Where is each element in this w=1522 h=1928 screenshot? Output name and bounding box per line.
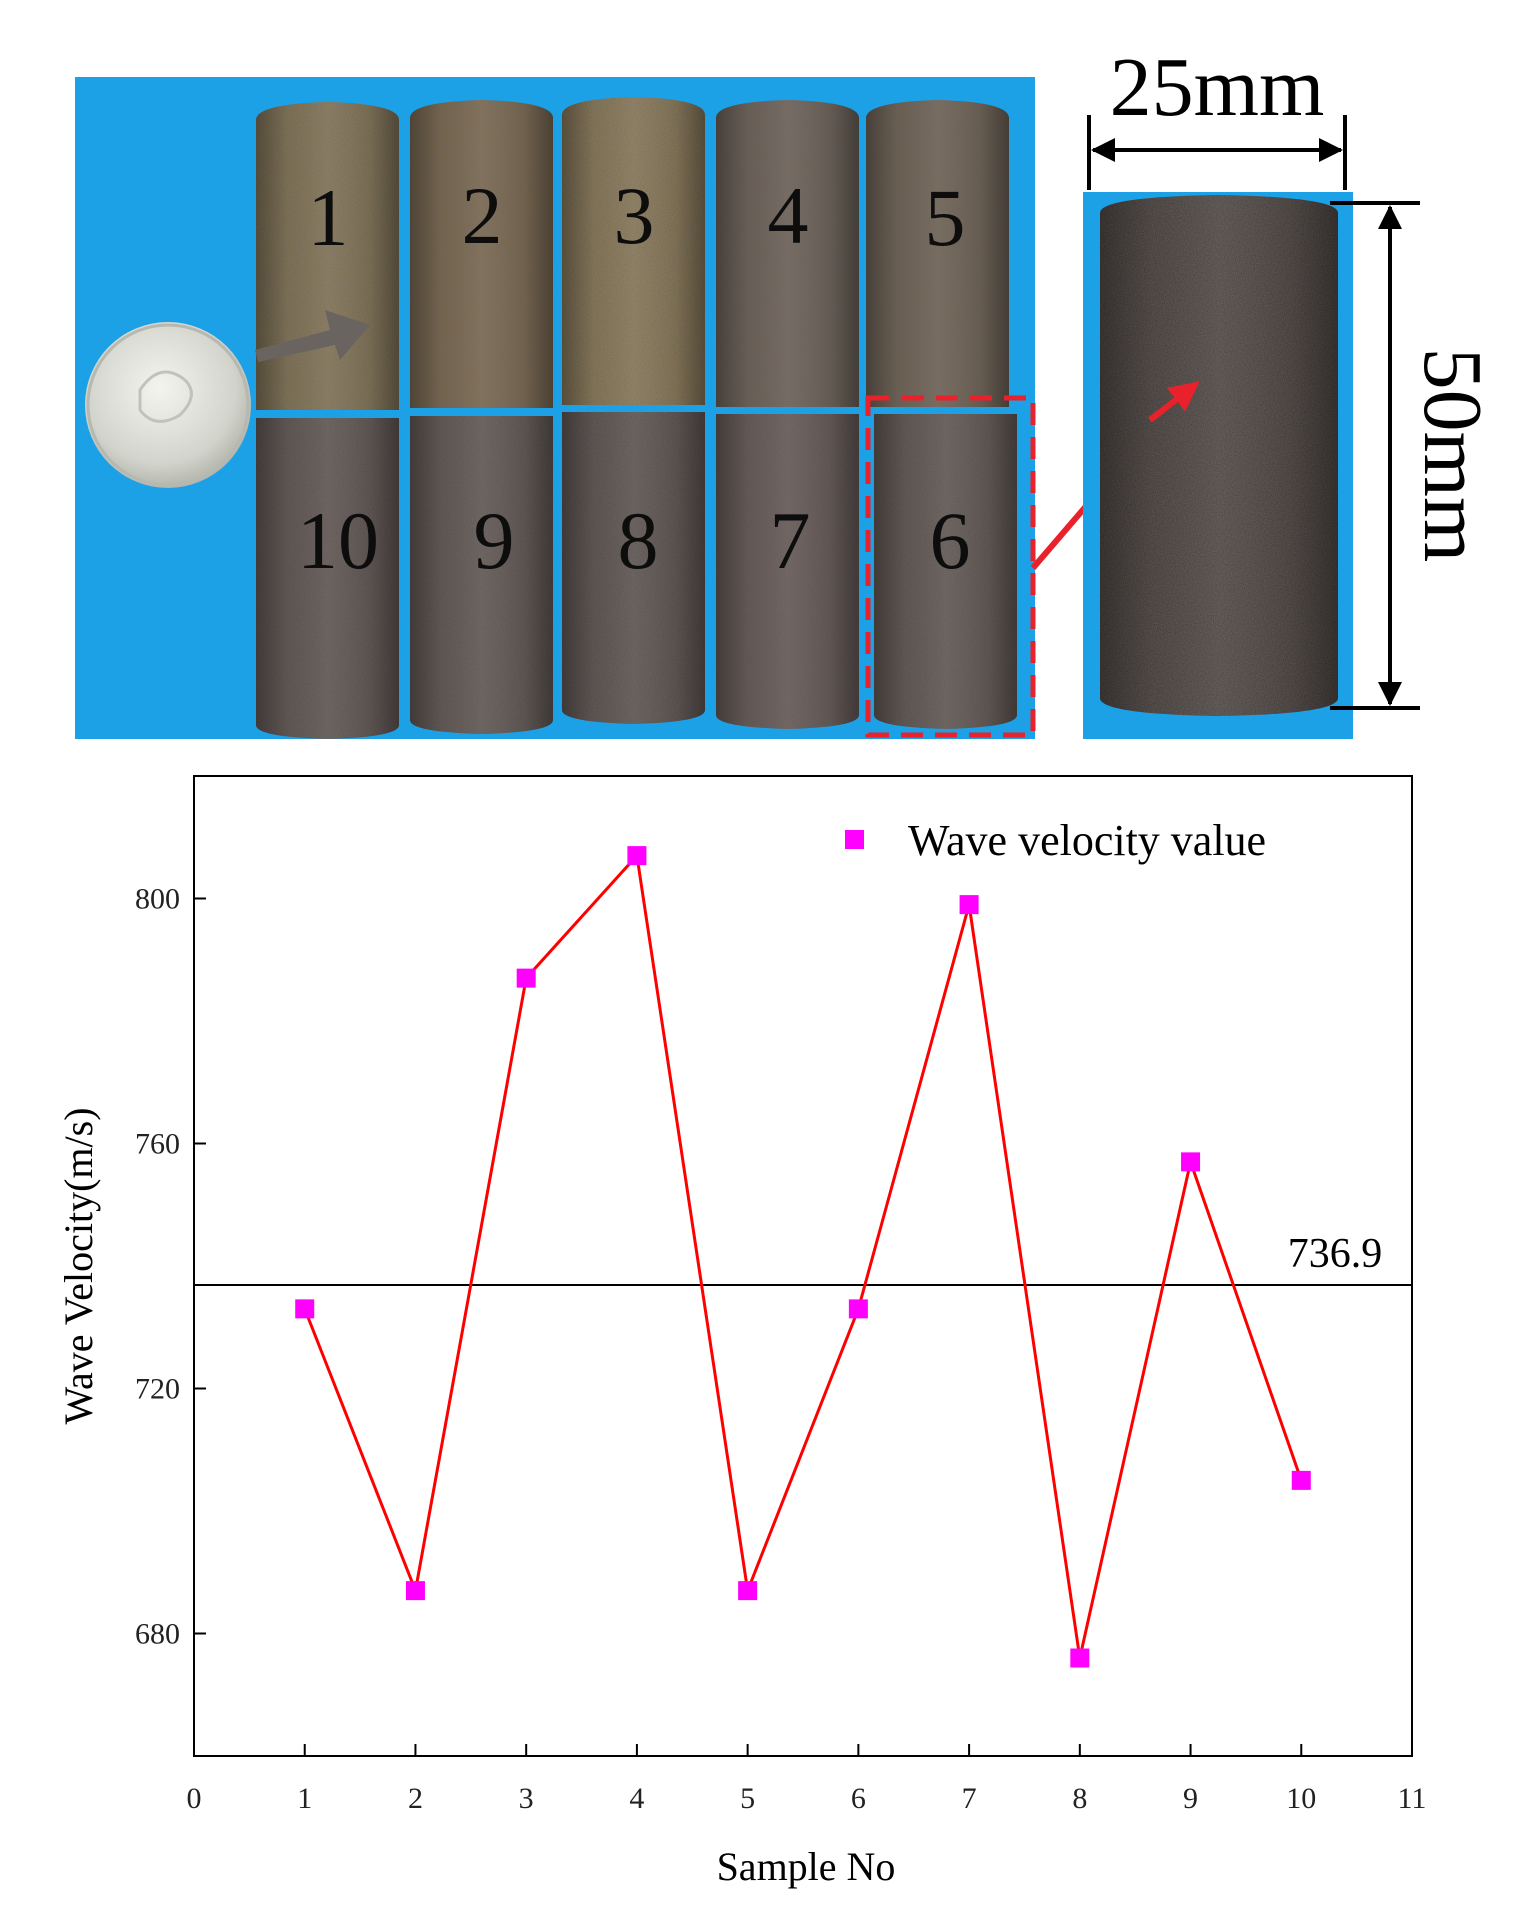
sample-4	[716, 100, 859, 407]
sample-label-10: 10	[297, 495, 379, 586]
sample-label-8: 8	[618, 495, 659, 586]
data-point	[1070, 1648, 1090, 1668]
data-point	[738, 1581, 758, 1601]
sample-label-9: 9	[474, 495, 515, 586]
height-dimension: 50mm	[1330, 201, 1499, 710]
data-point	[1291, 1470, 1311, 1490]
sample-label-4: 4	[768, 170, 809, 261]
x-tick-label: 1	[297, 1782, 312, 1815]
sample-label-7: 7	[770, 495, 811, 586]
sample-2	[410, 100, 553, 408]
mean-reference: 736.9	[194, 1231, 1412, 1286]
legend-label: Wave velocity value	[908, 816, 1266, 865]
x-axis-title: Sample No	[717, 1844, 896, 1889]
zoom-arrow-head	[1148, 381, 1200, 423]
sample-3	[562, 97, 705, 405]
x-axis: 0 1 2 3 4 5 6 7 8 9 10 11	[187, 1744, 1427, 1815]
data-point	[295, 1299, 315, 1319]
data-point	[627, 846, 647, 866]
x-tick-label: 3	[519, 1782, 534, 1815]
sample-label-1: 1	[308, 172, 349, 263]
sample-9	[410, 416, 553, 734]
sample-6-highlight-box	[865, 395, 1036, 738]
specimen-photo: 1 2 3 4 5 10 9 8 7 6 25mm	[75, 41, 1499, 739]
data-point	[516, 968, 536, 988]
y-axis: 680 720 760 800	[135, 883, 206, 1651]
sample-7	[716, 414, 859, 729]
y-tick-label: 680	[135, 1618, 180, 1651]
sample-5	[866, 100, 1009, 407]
sample-1	[255, 102, 399, 410]
height-label: 50mm	[1406, 348, 1499, 563]
data-point	[848, 1299, 868, 1319]
legend: Wave velocity value	[845, 816, 1266, 865]
x-tick-label: 9	[1183, 1782, 1198, 1815]
series-line	[303, 852, 1303, 1659]
wave-velocity-chart: 0 1 2 3 4 5 6 7 8 9 10 11 680 720 760 800 736.9 Wave v…	[56, 775, 1427, 1889]
x-tick-label: 6	[851, 1782, 866, 1815]
series-wave-velocity	[295, 846, 1311, 1668]
coin	[85, 322, 251, 488]
y-axis-title: Wave Velocity(m/s)	[56, 1107, 101, 1424]
y-tick-label: 800	[135, 883, 180, 916]
data-point	[1181, 1152, 1201, 1172]
width-dimension: 25mm	[1087, 41, 1347, 190]
x-tick-label: 7	[962, 1782, 977, 1815]
sample-label-5: 5	[925, 172, 966, 263]
arrow-mark-icon	[255, 310, 370, 362]
sample-row-bottom	[256, 412, 1017, 739]
plot-frame	[193, 775, 1413, 1757]
enlarged-specimen	[1083, 192, 1353, 739]
width-label: 25mm	[1110, 41, 1325, 134]
sample-8	[562, 412, 705, 724]
sample-6	[874, 414, 1017, 729]
sample-label-3: 3	[614, 170, 655, 261]
x-tick-label: 8	[1072, 1782, 1087, 1815]
sample-label-2: 2	[462, 170, 503, 261]
x-tick-label: 11	[1398, 1782, 1427, 1815]
sample-10	[256, 418, 399, 739]
x-tick-label: 0	[187, 1782, 202, 1815]
x-tick-label: 2	[408, 1782, 423, 1815]
data-point	[405, 1581, 425, 1601]
x-tick-label: 5	[740, 1782, 755, 1815]
x-tick-label: 4	[629, 1782, 644, 1815]
sample-row-top	[255, 97, 1009, 410]
sample-label-6: 6	[930, 495, 971, 586]
y-tick-label: 720	[135, 1373, 180, 1406]
reference-label: 736.9	[1288, 1231, 1383, 1277]
legend-marker	[845, 830, 864, 849]
y-tick-label: 760	[135, 1128, 180, 1161]
x-tick-label: 10	[1286, 1782, 1316, 1815]
data-point	[959, 895, 979, 915]
